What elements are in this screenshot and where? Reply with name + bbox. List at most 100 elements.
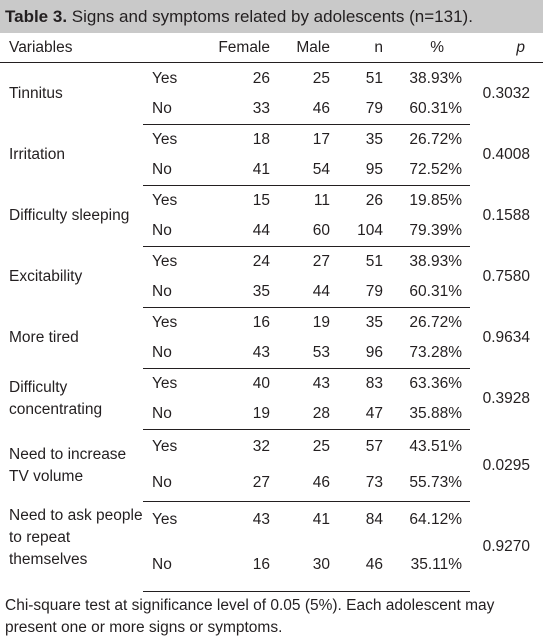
table-row: Irritation Yes 18 17 35 26.72% 0.4008 [0,125,543,163]
variable-cell: Difficulty sleeping [9,207,130,224]
n-cell: 51 [365,253,383,271]
percent-cell: 26.72% [409,131,462,149]
table-row: Excitability Yes 24 27 51 38.93% 0.7580 [0,247,543,285]
table-row: No 43 53 96 73.28% [0,338,543,369]
male-cell: 25 [312,438,330,456]
male-cell: 25 [312,69,330,87]
table-footnote: Chi-square test at significance level of… [5,597,495,636]
n-cell: 35 [365,131,383,149]
percent-cell: 60.31% [383,277,470,308]
percent-cell: 79.39% [383,216,470,247]
female-cell: 16 [252,314,270,332]
male-cell: 43 [312,375,330,393]
percent-cell: 26.72% [409,314,462,332]
n-cell: 104 [330,216,383,247]
male-cell: 41 [312,511,330,529]
male-cell: 27 [312,253,330,271]
female-cell: 19 [195,399,270,430]
n-cell: 96 [330,338,383,369]
header-row: Variables Female Male n % p [0,33,543,63]
n-cell: 83 [365,375,383,393]
variable-cell: Need to ask people to repeat themselves [9,506,143,568]
variable-cell: Need to increase TV volume [9,445,127,485]
female-cell: 35 [195,277,270,308]
table-row: No 19 28 47 35.88% [0,399,543,430]
p-value-cell: 0.0295 [482,456,530,474]
n-cell: 79 [330,94,383,125]
female-cell: 43 [252,511,270,529]
p-value-cell: 0.3928 [482,390,530,407]
response-yes: Yes [152,69,178,87]
n-cell: 35 [365,314,383,332]
response-yes: Yes [152,192,178,210]
table-row: Tinnitus Yes 26 25 51 38.93% 0.3032 [0,63,543,102]
percent-cell: 19.85% [409,192,462,210]
percent-cell: 38.93% [409,69,462,87]
male-cell: 44 [270,277,330,308]
female-cell: 32 [252,438,270,456]
percent-cell: 35.11% [383,538,470,592]
percent-cell: 73.28% [383,338,470,369]
response-yes: Yes [152,511,178,529]
table-row: No 35 44 79 60.31% [0,277,543,308]
response-no: No [143,277,195,308]
n-cell: 73 [330,464,383,502]
percent-cell: 55.73% [383,464,470,502]
table-row: More tired Yes 16 19 35 26.72% 0.9634 [0,308,543,346]
female-cell: 41 [195,155,270,186]
female-cell: 15 [252,192,270,210]
n-cell: 26 [365,192,383,210]
male-cell: 54 [270,155,330,186]
female-cell: 24 [252,253,270,271]
male-cell: 46 [270,464,330,502]
response-no: No [143,538,195,592]
table-row: No 27 46 73 55.73% [0,464,543,502]
table-row: Need to ask people to repeat themselves … [0,502,543,568]
p-value-cell: 0.4008 [482,146,530,163]
response-no: No [143,94,195,125]
symptoms-table: Variables Female Male n % p Tinnitus Yes… [0,33,543,592]
response-no: No [143,338,195,369]
p-value-cell: 0.1588 [482,207,530,224]
variable-cell: Excitability [9,268,83,285]
n-cell: 47 [330,399,383,430]
table-row: No 44 60 104 79.39% [0,216,543,247]
variable-cell: Tinnitus [9,84,63,102]
male-cell: 17 [312,131,330,149]
percent-cell: 64.12% [409,511,462,529]
p-value-cell: 0.9634 [482,329,530,346]
response-yes: Yes [152,375,178,393]
table-row: Need to increase TV volume Yes 32 25 57 … [0,430,543,484]
male-cell: 53 [270,338,330,369]
percent-cell: 35.88% [383,399,470,430]
response-no: No [143,464,195,502]
n-cell: 51 [365,69,383,87]
header-male: Male [270,33,330,63]
header-variables: Variables [0,33,143,63]
female-cell: 16 [195,538,270,592]
female-cell: 26 [252,69,270,87]
n-cell: 46 [330,538,383,592]
male-cell: 46 [270,94,330,125]
header-blank [143,33,195,63]
table-label: Table 3. [5,7,68,26]
percent-cell: 38.93% [409,253,462,271]
p-value-cell: 0.7580 [482,268,530,285]
variable-cell: Difficulty concentrating [9,379,103,418]
male-cell: 28 [270,399,330,430]
p-value-cell: 0.9270 [482,537,530,555]
male-cell: 19 [312,314,330,332]
male-cell: 30 [270,538,330,592]
response-no: No [143,399,195,430]
female-cell: 44 [195,216,270,247]
percent-cell: 60.31% [383,94,470,125]
header-n: n [330,33,383,63]
female-cell: 33 [195,94,270,125]
percent-cell: 63.36% [409,375,462,393]
percent-cell: 72.52% [383,155,470,186]
percent-cell: 43.51% [409,438,462,456]
header-percent: % [383,33,470,63]
table-row: No 33 46 79 60.31% [0,94,543,125]
male-cell: 60 [270,216,330,247]
table-row: No 16 30 46 35.11% [0,538,543,592]
